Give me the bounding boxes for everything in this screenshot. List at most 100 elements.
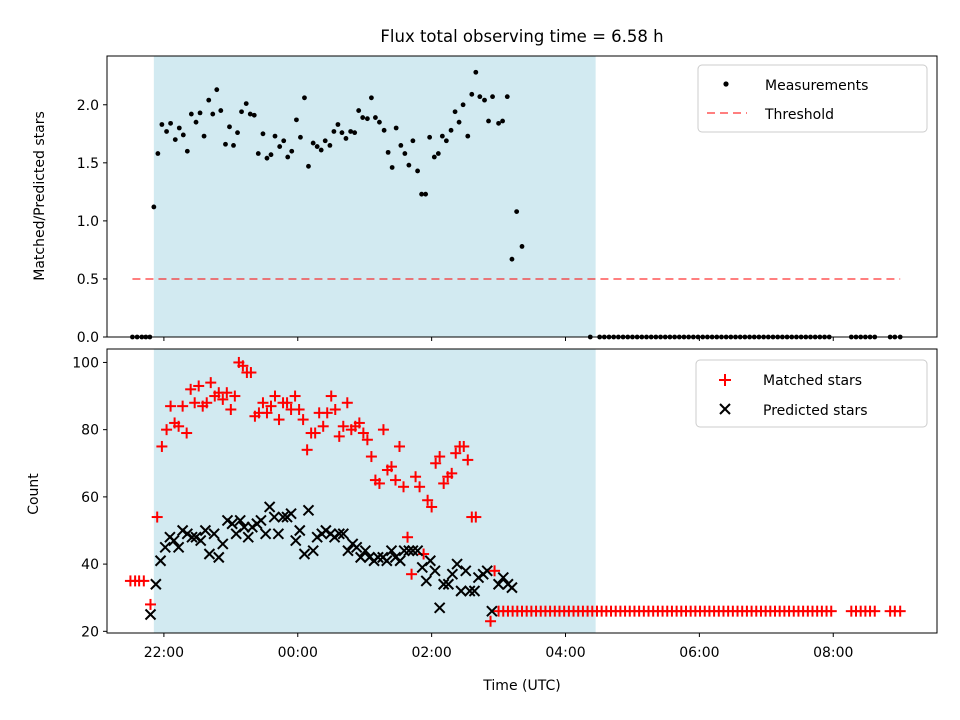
measurement-point bbox=[201, 133, 207, 139]
bottom-x-ticks: 22:00 00:00 02:00 04:00 06:00 08:00 bbox=[144, 633, 853, 661]
measurement-point bbox=[343, 136, 349, 141]
predicted-star-point bbox=[468, 585, 481, 597]
matched-star-point bbox=[458, 440, 470, 452]
measurement-point bbox=[247, 111, 253, 117]
matched-star-point bbox=[430, 457, 442, 469]
top-panel: 0.00.51.01.52.0 Matched/Predicted stars … bbox=[32, 55, 938, 346]
matched-star-point bbox=[189, 397, 201, 409]
matched-star-point bbox=[426, 501, 438, 513]
matched-star-point bbox=[205, 377, 217, 389]
measurement-point bbox=[155, 151, 161, 156]
predicted-star-point bbox=[455, 585, 467, 597]
predicted-star-point bbox=[451, 558, 463, 570]
predicted-star-point bbox=[354, 551, 367, 564]
predicted-star-point bbox=[385, 544, 398, 557]
predicted-star-point bbox=[460, 565, 472, 577]
measurement-point bbox=[431, 154, 437, 160]
measurement-point bbox=[327, 143, 333, 148]
matched-star-point bbox=[470, 511, 482, 523]
bottom-legend: Matched stars Predicted stars bbox=[695, 359, 928, 428]
predicted-legend-marker bbox=[719, 403, 731, 415]
measurement-point bbox=[381, 127, 387, 133]
predicted-star-point bbox=[226, 518, 238, 530]
matched-star-point bbox=[229, 390, 241, 402]
measurement-point bbox=[469, 91, 475, 97]
measurement-point bbox=[406, 162, 412, 168]
predicted-star-point bbox=[302, 504, 315, 517]
measurement-point bbox=[168, 120, 173, 126]
predicted-star-point bbox=[195, 534, 207, 547]
matched-star-point bbox=[201, 397, 213, 409]
measurement-point bbox=[360, 115, 366, 120]
measurement-point bbox=[272, 133, 278, 139]
matched-star-point bbox=[894, 605, 906, 617]
matched-star-point bbox=[237, 360, 249, 372]
matched-star-point bbox=[389, 474, 401, 486]
matched-star-point bbox=[446, 467, 458, 479]
predicted-star-point bbox=[285, 507, 297, 520]
measurement-point bbox=[214, 87, 220, 93]
measurement-point bbox=[456, 119, 462, 125]
x-tick-label: 08:00 bbox=[813, 645, 853, 661]
matched-star-point bbox=[261, 407, 273, 419]
top-x-ticks bbox=[163, 337, 834, 341]
measurement-point bbox=[393, 125, 399, 131]
measurement-point bbox=[465, 133, 471, 139]
measurement-points bbox=[130, 69, 903, 340]
predicted-star-point bbox=[342, 544, 354, 557]
measurement-point bbox=[210, 111, 216, 117]
matched-star-point bbox=[377, 424, 389, 436]
top-legend: Measurements Threshold bbox=[697, 64, 928, 133]
measurement-point bbox=[452, 109, 458, 115]
matched-star-point bbox=[434, 451, 446, 463]
measurement-point bbox=[473, 69, 479, 75]
measurement-point bbox=[335, 122, 341, 127]
measurement-point bbox=[385, 149, 391, 155]
measurement-point bbox=[500, 118, 505, 124]
measurement-point bbox=[514, 209, 520, 214]
matched-star-point bbox=[410, 471, 422, 483]
top-axes-frame bbox=[106, 55, 938, 338]
predicted-star-point bbox=[411, 544, 424, 557]
measurement-point bbox=[231, 143, 236, 148]
measurement-point bbox=[443, 138, 449, 144]
predicted-star-point bbox=[403, 544, 415, 557]
matched-star-point bbox=[333, 430, 345, 442]
x-axis-label: Time (UTC) bbox=[482, 678, 560, 694]
matched-star-point bbox=[173, 420, 185, 432]
predicted-star-point bbox=[497, 571, 509, 584]
measurement-point bbox=[318, 147, 324, 153]
y-tick-label: 0.5 bbox=[77, 272, 99, 288]
bottom-axes-frame bbox=[106, 348, 938, 634]
measurement-point bbox=[188, 111, 194, 117]
y-tick-label: 20 bbox=[81, 624, 99, 640]
measurement-point bbox=[322, 138, 328, 144]
threshold-legend-label: Threshold bbox=[764, 107, 834, 123]
measurement-point bbox=[402, 151, 408, 156]
matched-star-point bbox=[365, 451, 377, 463]
matched-star-point bbox=[357, 427, 369, 439]
measurement-point bbox=[264, 155, 270, 161]
matched-star-point bbox=[217, 393, 229, 405]
matched-star-point bbox=[414, 481, 426, 493]
matched-star-point bbox=[301, 444, 313, 456]
measurement-point bbox=[439, 133, 445, 139]
predicted-star-point bbox=[242, 531, 254, 543]
y-tick-label: 80 bbox=[81, 423, 99, 439]
measurement-point bbox=[172, 137, 178, 143]
matched-star-point bbox=[273, 414, 285, 426]
predicted-star-point bbox=[424, 555, 437, 567]
predicted-star-point bbox=[144, 608, 157, 621]
measurement-point bbox=[364, 116, 370, 122]
predicted-star-point bbox=[168, 534, 180, 547]
matched-star-point bbox=[869, 605, 881, 617]
predicted-legend-label: Predicted stars bbox=[763, 403, 868, 419]
measurement-point bbox=[448, 127, 454, 133]
matched-star-point bbox=[161, 424, 173, 436]
bottom-y-ticks: 20 40 60 80 100 bbox=[72, 355, 107, 640]
matched-star-point bbox=[193, 380, 205, 392]
x-tick-label: 04:00 bbox=[545, 645, 585, 661]
predicted-star-point bbox=[420, 575, 432, 587]
predicted-star-point bbox=[298, 548, 311, 560]
measurement-point bbox=[331, 129, 337, 134]
